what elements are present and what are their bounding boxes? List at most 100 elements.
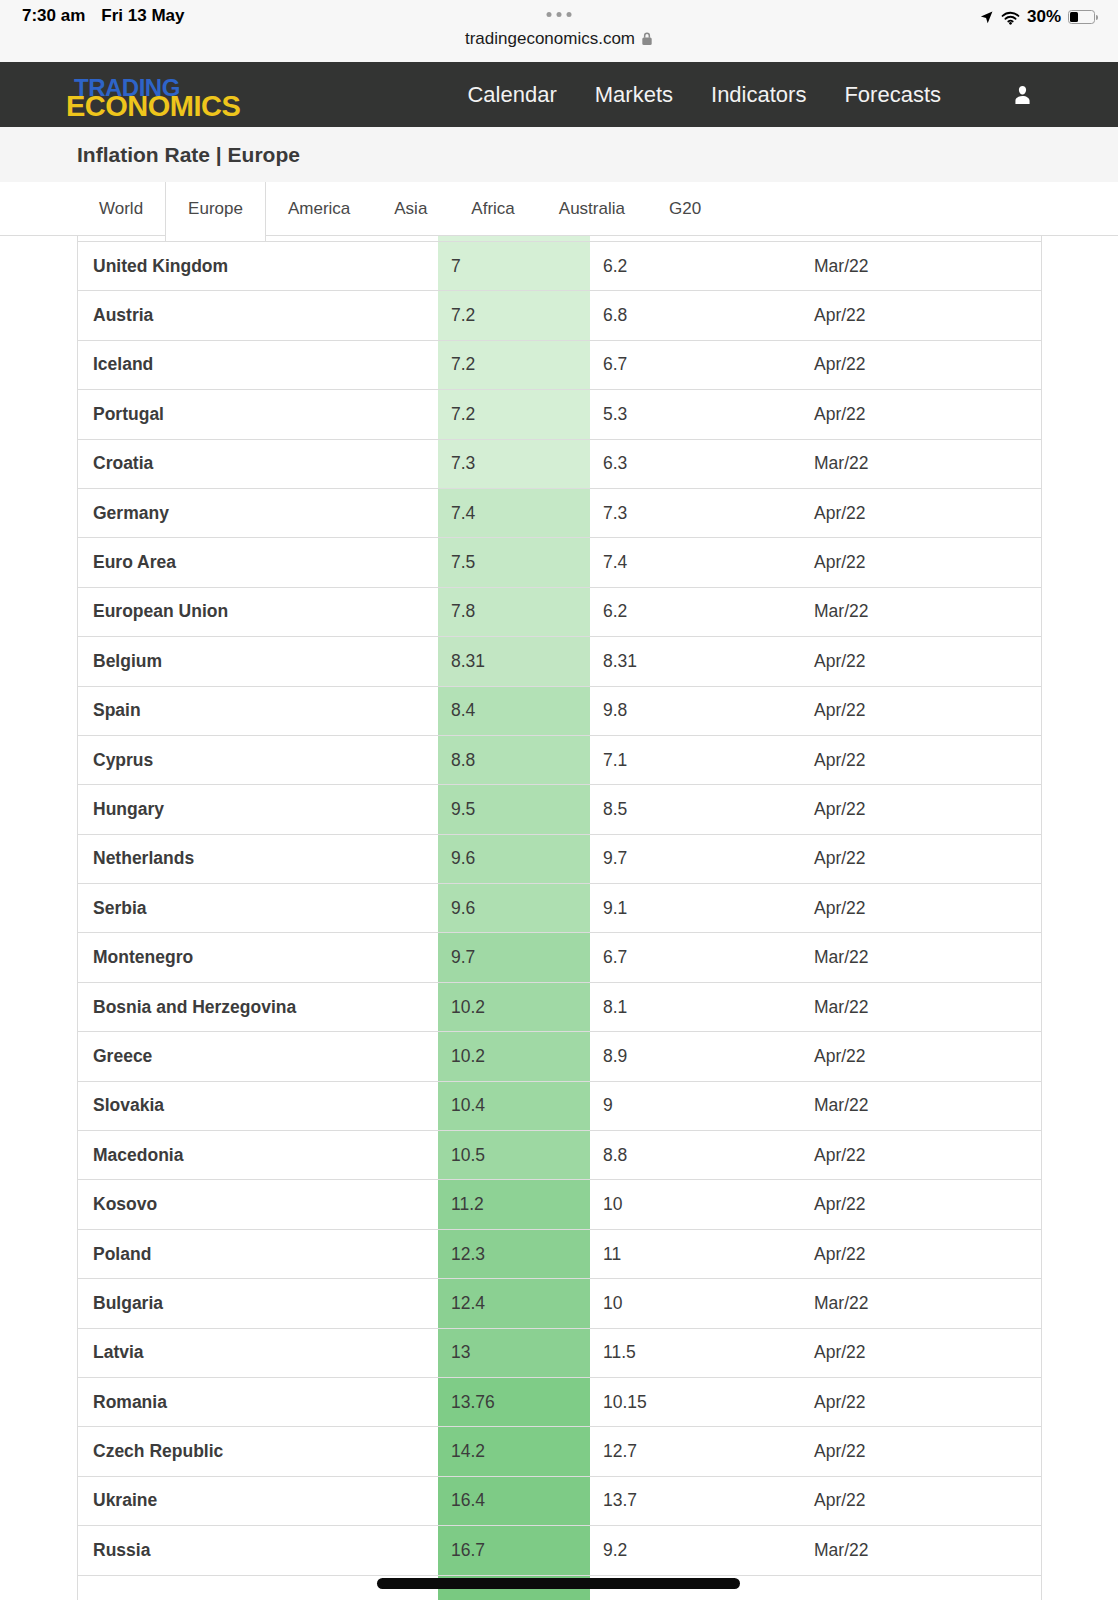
home-indicator-bar[interactable]: [377, 1578, 740, 1589]
table-row[interactable]: Bosnia and Herzegovina 10.2 8.1 Mar/22: [78, 983, 1041, 1032]
tab-asia[interactable]: Asia: [372, 182, 449, 235]
reference-date-cell: Apr/22: [814, 291, 866, 339]
previous-value-cell: 5.3: [603, 390, 627, 438]
tab-europe[interactable]: Europe: [165, 182, 266, 241]
reference-date-cell: Apr/22: [814, 835, 866, 883]
country-link[interactable]: United Kingdom: [93, 242, 228, 290]
country-link[interactable]: Czech Republic: [93, 1427, 223, 1475]
country-link[interactable]: Cyprus: [93, 736, 153, 784]
country-link[interactable]: Hungary: [93, 785, 164, 833]
ellipsis-dots-icon[interactable]: [547, 12, 572, 17]
country-link[interactable]: European Union: [93, 588, 228, 636]
address-bar[interactable]: tradingeconomics.com: [0, 29, 1118, 49]
country-link[interactable]: Spain: [93, 687, 141, 735]
country-link[interactable]: Romania: [93, 1378, 167, 1426]
inflation-table[interactable]: United Kingdom 7 6.2 Mar/22 Austria 7.2 …: [77, 236, 1042, 1600]
previous-value-cell: 11: [603, 1230, 621, 1278]
table-row[interactable]: Germany 7.4 7.3 Apr/22: [78, 489, 1041, 538]
table-row[interactable]: Iceland 7.2 6.7 Apr/22: [78, 341, 1041, 390]
table-row[interactable]: Spain 8.4 9.8 Apr/22: [78, 687, 1041, 736]
country-link[interactable]: Bulgaria: [93, 1279, 163, 1327]
country-link[interactable]: Slovakia: [93, 1082, 164, 1130]
country-link[interactable]: Macedonia: [93, 1131, 183, 1179]
value-cell-sliver: [438, 236, 590, 241]
previous-value-cell: 6.2: [603, 242, 627, 290]
table-row[interactable]: Montenegro 9.7 6.7 Mar/22: [78, 933, 1041, 982]
table-row[interactable]: Greece 10.2 8.9 Apr/22: [78, 1032, 1041, 1081]
table-row[interactable]: Netherlands 9.6 9.7 Apr/22: [78, 835, 1041, 884]
table-row[interactable]: Latvia 13 11.5 Apr/22: [78, 1329, 1041, 1378]
nav-item-markets[interactable]: Markets: [595, 82, 673, 108]
reference-date-cell: Apr/22: [814, 1032, 866, 1080]
reference-date-cell: Mar/22: [814, 440, 868, 488]
country-link[interactable]: Iceland: [93, 341, 153, 389]
table-row[interactable]: Austria 7.2 6.8 Apr/22: [78, 291, 1041, 340]
country-link[interactable]: Bosnia and Herzegovina: [93, 983, 296, 1031]
table-row[interactable]: Poland 12.3 11 Apr/22: [78, 1230, 1041, 1279]
tab-australia[interactable]: Australia: [537, 182, 647, 235]
table-row[interactable]: Croatia 7.3 6.3 Mar/22: [78, 440, 1041, 489]
table-row[interactable]: Macedonia 10.5 8.8 Apr/22: [78, 1131, 1041, 1180]
country-link[interactable]: Belgium: [93, 637, 162, 685]
previous-value-cell: 7.4: [603, 538, 627, 586]
country-link[interactable]: Kosovo: [93, 1180, 157, 1228]
country-link[interactable]: Greece: [93, 1032, 152, 1080]
url-text[interactable]: tradingeconomics.com: [465, 29, 635, 48]
previous-value-cell: 11.5: [603, 1329, 636, 1377]
table-row[interactable]: Cyprus 8.8 7.1 Apr/22: [78, 736, 1041, 785]
table-row[interactable]: Serbia 9.6 9.1 Apr/22: [78, 884, 1041, 933]
reference-date-cell: Apr/22: [814, 1230, 866, 1278]
country-link[interactable]: Montenegro: [93, 933, 193, 981]
country-link[interactable]: Serbia: [93, 884, 147, 932]
country-link[interactable]: Russia: [93, 1526, 150, 1574]
table-row[interactable]: Bulgaria 12.4 10 Mar/22: [78, 1279, 1041, 1328]
previous-value-cell: 9.1: [603, 884, 627, 932]
last-value-cell: 12.4: [438, 1279, 590, 1327]
nav-item-indicators[interactable]: Indicators: [711, 82, 806, 108]
page-title: Inflation Rate | Europe: [77, 127, 300, 182]
country-link[interactable]: Germany: [93, 489, 169, 537]
reference-date-cell: Apr/22: [814, 637, 866, 685]
table-row[interactable]: Czech Republic 14.2 12.7 Apr/22: [78, 1427, 1041, 1476]
table-row[interactable]: Ukraine 16.4 13.7 Apr/22: [78, 1477, 1041, 1526]
table-row[interactable]: United Kingdom 7 6.2 Mar/22: [78, 242, 1041, 291]
previous-value-cell: 6.3: [603, 440, 627, 488]
nav-links: Calendar Markets Indicators Forecasts: [467, 62, 1032, 127]
reference-date-cell: Apr/22: [814, 1131, 866, 1179]
table-row[interactable]: Russia 16.7 9.2 Mar/22: [78, 1526, 1041, 1575]
table-row[interactable]: Portugal 7.2 5.3 Apr/22: [78, 390, 1041, 439]
reference-date-cell: Apr/22: [814, 785, 866, 833]
previous-value-cell: 6.7: [603, 933, 627, 981]
tab-world[interactable]: World: [77, 182, 165, 235]
tab-america[interactable]: America: [266, 182, 372, 235]
country-link[interactable]: Austria: [93, 291, 153, 339]
user-account-button[interactable]: [1013, 84, 1032, 106]
country-link[interactable]: Ukraine: [93, 1477, 157, 1525]
country-link[interactable]: Netherlands: [93, 835, 194, 883]
reference-date-cell: Apr/22: [814, 1329, 866, 1377]
table-row[interactable]: European Union 7.8 6.2 Mar/22: [78, 588, 1041, 637]
nav-item-forecasts[interactable]: Forecasts: [844, 82, 941, 108]
trading-economics-logo[interactable]: TRADING ECONOMICS: [66, 74, 276, 118]
last-value-cell: 14.2: [438, 1427, 590, 1475]
table-row[interactable]: Euro Area 7.5 7.4 Apr/22: [78, 538, 1041, 587]
status-right-cluster: 30%: [979, 7, 1098, 27]
tab-africa[interactable]: Africa: [449, 182, 536, 235]
nav-item-calendar[interactable]: Calendar: [467, 82, 556, 108]
tab-g20[interactable]: G20: [647, 182, 723, 235]
table-row[interactable]: Romania 13.76 10.15 Apr/22: [78, 1378, 1041, 1427]
country-link[interactable]: Latvia: [93, 1329, 144, 1377]
last-value-cell: 9.6: [438, 835, 590, 883]
table-row[interactable]: Slovakia 10.4 9 Mar/22: [78, 1082, 1041, 1131]
country-link[interactable]: Croatia: [93, 440, 153, 488]
table-row[interactable]: Kosovo 11.2 10 Apr/22: [78, 1180, 1041, 1229]
reference-date-cell: Mar/22: [814, 1082, 868, 1130]
location-arrow-icon: [979, 10, 994, 25]
country-link[interactable]: Portugal: [93, 390, 164, 438]
country-link[interactable]: Poland: [93, 1230, 151, 1278]
table-row[interactable]: Belgium 8.31 8.31 Apr/22: [78, 637, 1041, 686]
last-value-cell: 10.2: [438, 983, 590, 1031]
country-link[interactable]: Euro Area: [93, 538, 176, 586]
previous-value-cell: 9.2: [603, 1526, 627, 1574]
table-row[interactable]: Hungary 9.5 8.5 Apr/22: [78, 785, 1041, 834]
